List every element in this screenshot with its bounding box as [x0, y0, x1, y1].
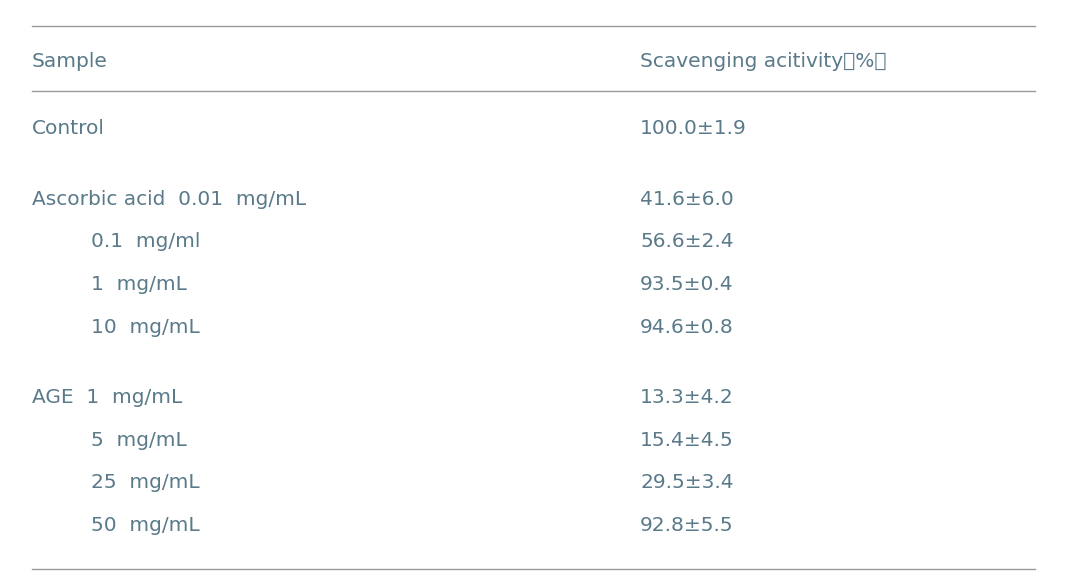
Text: 5  mg/mL: 5 mg/mL [91, 431, 187, 450]
Text: Ascorbic acid  0.01  mg/mL: Ascorbic acid 0.01 mg/mL [32, 190, 306, 208]
Text: 25  mg/mL: 25 mg/mL [91, 474, 200, 492]
Text: Sample: Sample [32, 52, 108, 71]
Text: 56.6±2.4: 56.6±2.4 [640, 232, 734, 251]
Text: 94.6±0.8: 94.6±0.8 [640, 318, 734, 336]
Text: 50  mg/mL: 50 mg/mL [91, 516, 200, 535]
Text: 15.4±4.5: 15.4±4.5 [640, 431, 734, 450]
Text: 1  mg/mL: 1 mg/mL [91, 275, 187, 294]
Text: 13.3±4.2: 13.3±4.2 [640, 388, 734, 407]
Text: 100.0±1.9: 100.0±1.9 [640, 119, 747, 138]
Text: 93.5±0.4: 93.5±0.4 [640, 275, 734, 294]
Text: 92.8±5.5: 92.8±5.5 [640, 516, 734, 535]
Text: AGE  1  mg/mL: AGE 1 mg/mL [32, 388, 182, 407]
Text: 29.5±3.4: 29.5±3.4 [640, 474, 734, 492]
Text: 10  mg/mL: 10 mg/mL [91, 318, 200, 336]
Text: 41.6±6.0: 41.6±6.0 [640, 190, 734, 208]
Text: Scavenging acitivity（%）: Scavenging acitivity（%） [640, 52, 887, 71]
Text: Control: Control [32, 119, 105, 138]
Text: 0.1  mg/ml: 0.1 mg/ml [91, 232, 201, 251]
